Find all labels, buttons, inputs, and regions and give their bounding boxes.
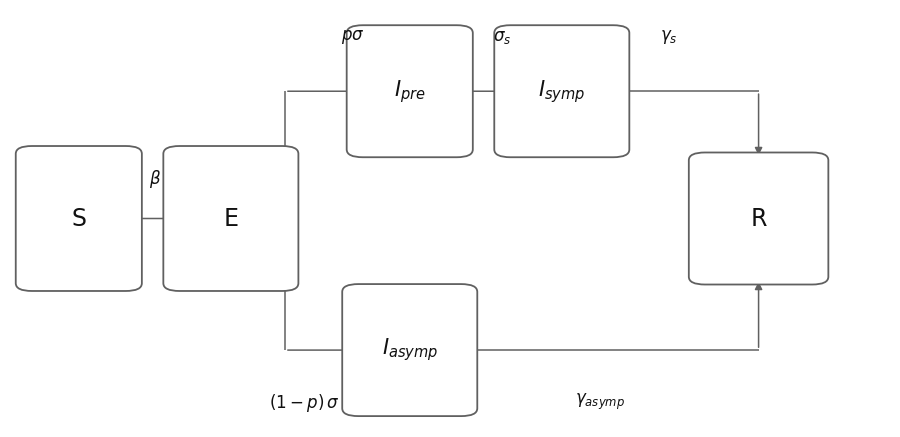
Text: S: S (71, 207, 86, 230)
FancyBboxPatch shape (688, 153, 828, 284)
Text: $p\sigma$: $p\sigma$ (341, 28, 365, 46)
Text: $\gamma_{asymp}$: $\gamma_{asymp}$ (575, 392, 626, 412)
FancyBboxPatch shape (346, 25, 472, 157)
Text: $\beta$: $\beta$ (148, 168, 161, 191)
Text: R: R (751, 207, 767, 230)
FancyBboxPatch shape (163, 146, 299, 291)
FancyBboxPatch shape (494, 25, 629, 157)
Text: E: E (223, 207, 238, 230)
Text: $I_{symp}$: $I_{symp}$ (538, 78, 585, 104)
Text: $\gamma_s$: $\gamma_s$ (661, 28, 678, 46)
Text: $I_{pre}$: $I_{pre}$ (394, 78, 426, 104)
Text: $(1-p)\,\sigma$: $(1-p)\,\sigma$ (269, 392, 339, 414)
Text: $\sigma_s$: $\sigma_s$ (493, 28, 511, 46)
Text: $I_{asymp}$: $I_{asymp}$ (382, 336, 438, 364)
FancyBboxPatch shape (342, 284, 477, 416)
FancyBboxPatch shape (15, 146, 142, 291)
